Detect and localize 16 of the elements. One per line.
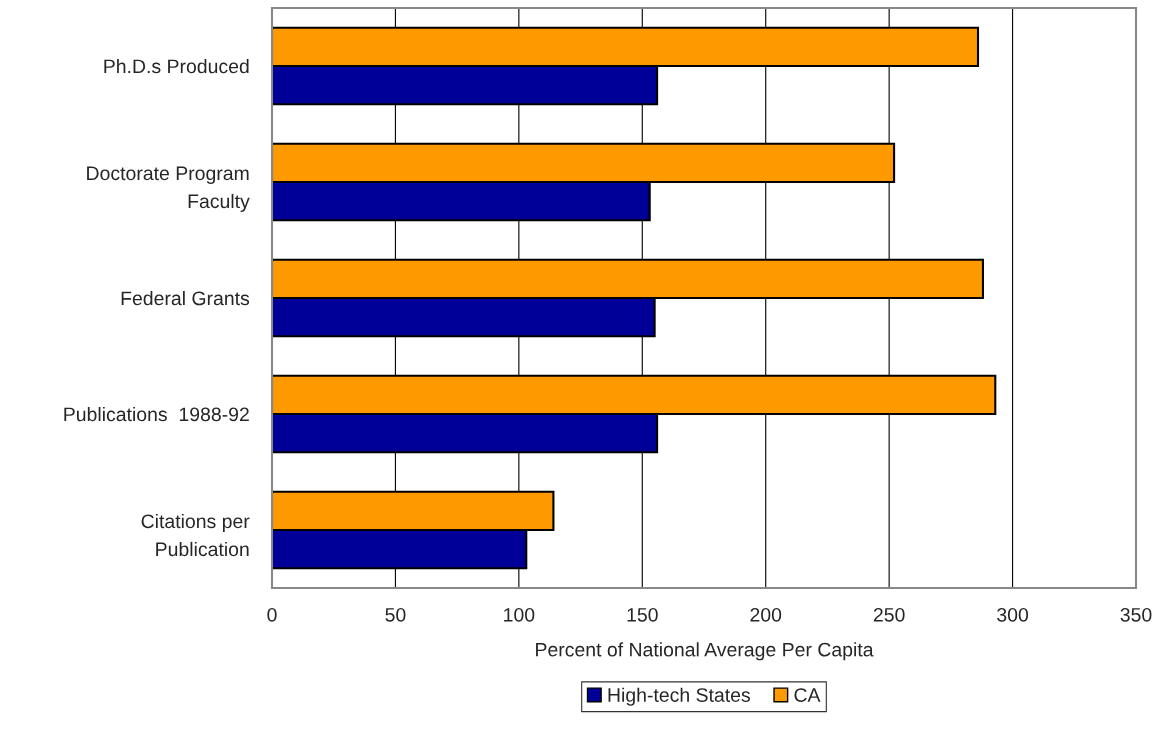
legend-label: High-tech States <box>608 687 750 706</box>
x-tick-label: 100 <box>504 607 535 622</box>
x-tick-label: 150 <box>627 607 658 622</box>
y-tick-label: Publications 1988-92 <box>64 406 249 422</box>
y-tick-label: Citations per Publication <box>141 513 250 557</box>
x-tick-label: 350 <box>1120 607 1152 622</box>
x-tick-label: 0 <box>267 607 277 622</box>
legend-label: CA <box>794 688 821 702</box>
x-axis-title: Percent of National Average Per Capita <box>536 642 874 661</box>
x-tick-label: 250 <box>873 607 905 622</box>
y-tick-label: Ph.D.s Produced <box>104 58 249 74</box>
y-tick-label: Federal Grants <box>121 290 250 306</box>
y-tick-label: Doctorate Program Faculty <box>87 166 250 213</box>
x-tick-label: 200 <box>750 607 782 622</box>
x-tick-label: 300 <box>997 607 1029 622</box>
x-tick-label: 50 <box>385 607 406 622</box>
